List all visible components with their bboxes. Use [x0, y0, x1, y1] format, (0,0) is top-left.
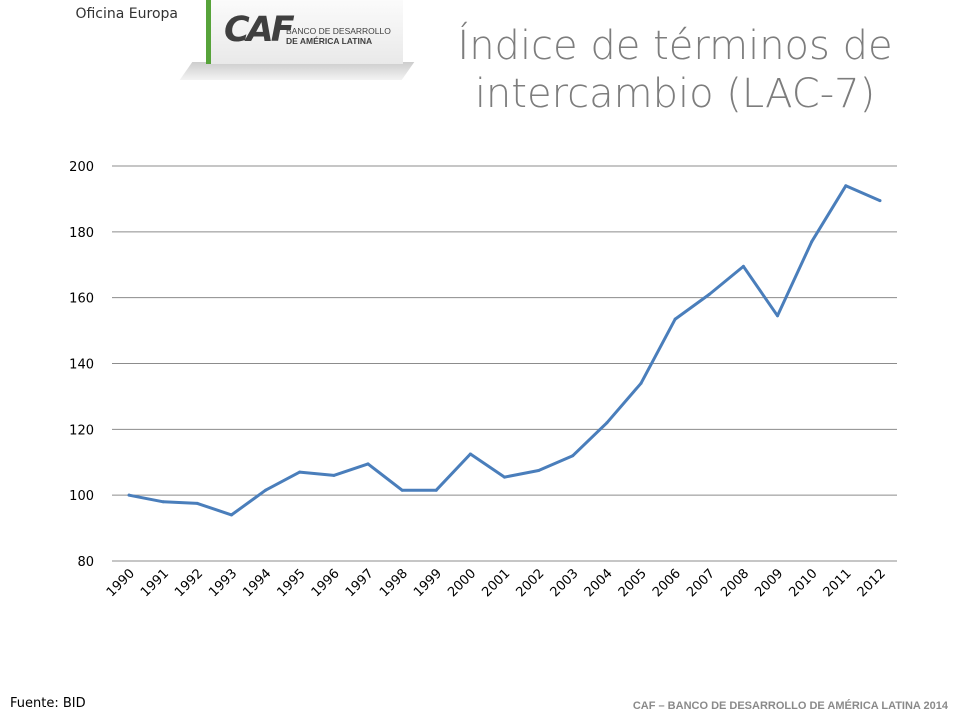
- x-tick-label-2001: 2001: [479, 566, 513, 600]
- footer-org: CAF – BANCO DE DESARROLLO DE AMÉRICA LAT…: [632, 700, 948, 712]
- y-tick-label-100: 100: [69, 489, 94, 504]
- x-tick-label-1994: 1994: [240, 566, 274, 600]
- y-tick-label-80: 80: [77, 555, 94, 570]
- logo-accent-bar: [206, 0, 211, 64]
- source-note: Fuente: BID: [10, 696, 86, 711]
- x-tick-label-2010: 2010: [786, 566, 820, 600]
- chart-title: Índice de términos de intercambio (LAC-7…: [440, 22, 910, 118]
- data-point-2000: [468, 452, 472, 456]
- data-point-1991: [161, 500, 165, 504]
- data-point-2011: [844, 184, 848, 188]
- y-tick-label-120: 120: [69, 423, 94, 438]
- chart-grid: [112, 165, 897, 562]
- y-axis-tick-labels: 80 100 120 140 160 180 200: [69, 160, 94, 570]
- x-tick-label-1995: 1995: [275, 566, 309, 600]
- data-point-2002: [537, 468, 541, 472]
- x-tick-label-1993: 1993: [206, 566, 240, 600]
- data-point-1994: [264, 488, 268, 492]
- caf-logo: CAF BANCO DE DESARROLLO DE AMÉRICA LATIN…: [179, 0, 415, 84]
- y-tick-label-140: 140: [69, 358, 94, 373]
- data-point-2010: [810, 240, 814, 244]
- series-line-0: [127, 184, 882, 517]
- x-tick-label-2004: 2004: [582, 566, 616, 600]
- data-point-1997: [366, 462, 370, 466]
- data-point-2012: [878, 199, 882, 203]
- x-tick-label-1999: 1999: [411, 566, 445, 600]
- logo-text-line1: BANCO DE DESARROLLO: [286, 26, 391, 36]
- data-point-2005: [639, 381, 643, 385]
- y-tick-label-160: 160: [69, 292, 94, 307]
- x-tick-label-2009: 2009: [752, 566, 786, 600]
- y-tick-label-180: 180: [69, 226, 94, 241]
- data-point-2001: [503, 475, 506, 479]
- x-tick-label-2012: 2012: [855, 566, 889, 600]
- x-tick-label-2000: 2000: [445, 566, 479, 600]
- data-point-1990: [127, 493, 131, 497]
- data-point-1998: [400, 488, 404, 492]
- x-tick-label-1990: 1990: [104, 566, 138, 600]
- x-tick-label-1992: 1992: [172, 566, 206, 600]
- data-point-1992: [195, 501, 199, 505]
- x-tick-label-1991: 1991: [138, 566, 172, 600]
- y-tick-label-200: 200: [69, 160, 94, 175]
- data-point-1995: [298, 470, 302, 474]
- x-tick-label-2007: 2007: [684, 566, 718, 600]
- x-tick-label-2008: 2008: [718, 566, 752, 600]
- logo-mark: CAF: [224, 10, 295, 50]
- data-point-1993: [229, 513, 233, 517]
- office-label: Oficina Europa: [75, 6, 178, 22]
- data-point-2007: [707, 292, 711, 296]
- x-tick-label-1997: 1997: [343, 566, 377, 600]
- data-point-1999: [434, 488, 438, 492]
- data-point-2009: [776, 314, 780, 318]
- data-point-2004: [605, 421, 609, 425]
- logo-panel: [211, 0, 403, 64]
- data-point-2008: [741, 264, 745, 268]
- x-tick-label-2005: 2005: [616, 566, 650, 600]
- x-tick-label-2003: 2003: [548, 566, 582, 600]
- x-tick-label-2011: 2011: [821, 566, 855, 600]
- series-layer: [127, 184, 882, 517]
- x-tick-label-1996: 1996: [309, 566, 343, 600]
- data-point-2006: [673, 317, 677, 321]
- x-tick-label-1998: 1998: [377, 566, 411, 600]
- data-point-1996: [332, 473, 336, 477]
- chart-title-line2: intercambio (LAC-7): [474, 71, 876, 117]
- x-tick-label-2002: 2002: [513, 566, 547, 600]
- logo-text: BANCO DE DESARROLLO DE AMÉRICA LATINA: [286, 26, 402, 46]
- x-axis-tick-labels: 1990 1991 1992 1993 1994 1995 1996 1997 1998 1999…: [104, 566, 889, 600]
- data-point-2003: [571, 454, 575, 458]
- chart-title-line1: Índice de términos de: [457, 23, 893, 69]
- x-tick-label-2006: 2006: [650, 566, 684, 600]
- logo-text-line2: DE AMÉRICA LATINA: [286, 36, 373, 46]
